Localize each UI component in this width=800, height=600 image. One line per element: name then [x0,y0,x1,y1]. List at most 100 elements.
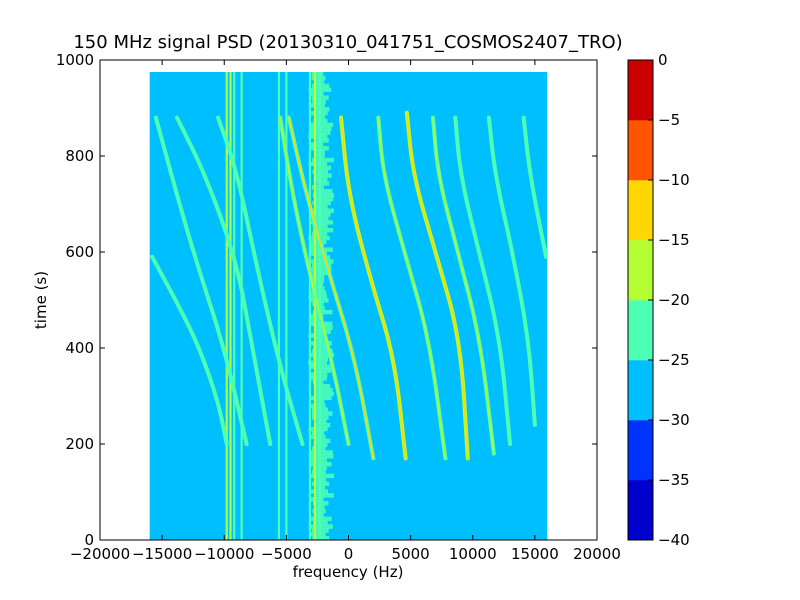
colorbar-segment [628,120,653,181]
colorbar-tick-label: −35 [658,471,690,489]
noise-band-segment [310,450,333,455]
drift-track [217,116,304,445]
x-tick-label: −5000 [261,545,312,563]
noise-band-segment [309,220,334,225]
noise-band-segment [310,91,324,96]
noise-band-segment [314,438,331,443]
x-axis-title: frequency (Hz) [293,563,404,581]
drift-track [406,112,469,460]
x-tick-label: −15000 [132,545,192,563]
noise-band-segment [316,419,327,424]
noise-band-segment [316,138,329,143]
noise-band-segment [314,196,334,202]
y-axis-title: time (s) [32,271,50,329]
noise-band-segment [316,493,334,498]
noise-band-segment [312,200,331,206]
noise-band-segment [311,75,326,81]
y-tick-label: 600 [65,243,94,261]
colorbar-tick-label: −10 [658,171,690,189]
noise-band-segment [308,360,328,365]
noise-band-segment [313,189,333,194]
colorbar-tick-label: −5 [658,111,680,129]
noise-band-segment [311,411,333,416]
y-tick-label: 0 [84,531,94,549]
heatmap-layer [149,72,549,540]
noise-band-segment [311,185,324,190]
noise-band-segment [309,372,328,377]
noise-band-segment [314,384,331,389]
noise-band-segment [310,395,332,401]
colorbar-segment [628,360,653,421]
x-tick-label: 5000 [392,545,430,563]
noise-band-segment [308,426,328,432]
noise-band-segment [315,107,330,112]
colorbar-segment [628,300,653,361]
noise-band-segment [309,497,324,502]
noise-band-segment [314,423,331,428]
noise-band-segment [316,212,331,217]
noise-band-segment [313,278,324,284]
noise-band-segment [314,368,332,373]
noise-band-segment [312,348,333,354]
noise-band-segment [314,173,332,178]
drift-track [288,116,375,460]
drift-track [151,256,228,445]
noise-band-segment [308,352,335,358]
colorbar-segment [628,420,653,481]
noise-band-segment [312,192,335,198]
noise-band-segment [315,165,332,170]
y-tick-label: 200 [65,435,94,453]
drift-track [176,116,272,445]
drift-track [377,116,447,460]
x-axis: −20000 −15000 −10000 −5000 0 5000 10000 15000 20… [70,60,621,563]
noise-band-segment [310,364,334,369]
y-tick-label: 400 [65,339,94,357]
noise-band-segment [309,489,328,494]
colorbar: −40 −35 −30 −25 −20 −15 −10 −5 0 [627,51,690,549]
y-tick-label: 1000 [56,51,94,69]
noise-band-segment [311,469,326,475]
noise-band-segment [311,259,334,264]
colorbar-tick-label: −30 [658,411,690,429]
noise-band-segment [310,251,328,256]
noise-band-segment [310,403,326,408]
x-tick-label: 15000 [511,545,559,563]
x-tick-label: 20000 [573,545,621,563]
drift-track [340,116,407,460]
noise-band-segment [308,103,325,108]
noise-band-segment [308,243,324,248]
drift-track [432,116,495,455]
y-tick-label: 800 [65,147,94,165]
noise-band-segment [311,72,324,77]
x-tick-label: −20000 [70,545,130,563]
noise-band-segment [308,161,328,167]
drift-track [454,116,511,445]
noise-band-segment [313,216,329,221]
noise-band-segment [309,532,326,537]
drift-track [279,116,350,445]
colorbar-tick-label: 0 [658,51,668,69]
noise-band-segment [312,157,335,163]
noise-band-segment [316,181,330,186]
noise-band-segment [308,454,334,459]
chart-title: 150 MHz signal PSD (20130310_041751_COSM… [73,32,622,53]
noise-band-segment [310,122,334,128]
colorbar-segment [628,60,653,121]
noise-band-segment [315,204,328,209]
noise-band-segment [312,430,325,436]
noise-band-segment [310,516,332,521]
noise-band-segment [315,391,334,397]
drift-track [488,116,536,426]
noise-band-segment [308,134,328,139]
drift-track [155,116,248,445]
heatmap-background [149,72,548,540]
noise-band-segment [312,380,324,385]
noise-band-segment [314,255,331,260]
noise-band-segment [310,142,324,147]
noise-band-segment [312,309,333,315]
noise-band-segment [309,317,324,323]
noise-band-segment [316,387,333,393]
colorbar-segment [628,480,653,541]
